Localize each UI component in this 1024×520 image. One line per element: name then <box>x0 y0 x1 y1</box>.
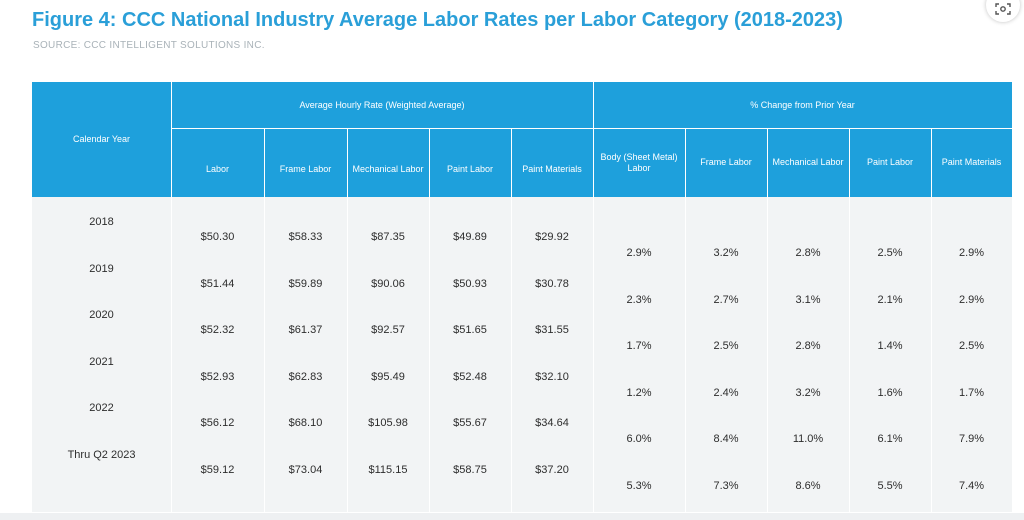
change-cell: 3.2% <box>713 247 739 259</box>
change-cell: 2.3% <box>626 293 652 306</box>
rate-cell: $51.65 <box>453 324 487 337</box>
rate-cell: $90.06 <box>371 277 405 290</box>
grid-line <box>849 128 850 512</box>
header-group-percent-change: % Change from Prior Year <box>593 82 1012 128</box>
rate-cell: $52.48 <box>453 370 487 383</box>
header-change-3: Paint Labor <box>849 128 931 197</box>
grid-line <box>171 128 1012 129</box>
rate-cell: $55.67 <box>453 417 487 430</box>
change-cell: 2.9% <box>626 247 652 259</box>
rate-cell: $92.57 <box>371 324 405 337</box>
year-label: 2019 <box>89 262 114 275</box>
change-cell: 8.4% <box>713 433 739 446</box>
rate-cell: $50.93 <box>453 277 487 290</box>
change-cell: 2.5% <box>877 247 903 259</box>
change-cell: 2.9% <box>958 293 985 306</box>
grid-line <box>685 128 686 512</box>
header-calendar-year: Calendar Year <box>32 82 171 197</box>
rate-cell: $31.55 <box>535 324 569 337</box>
rate-cell: $58.33 <box>288 231 323 243</box>
change-cell: 2.5% <box>713 340 739 353</box>
lens-scan-icon <box>995 3 1011 15</box>
rate-cell: $30.78 <box>535 277 569 290</box>
rate-cell: $58.75 <box>453 464 487 476</box>
year-label: 2021 <box>89 355 114 368</box>
rate-cell: $50.30 <box>200 231 235 243</box>
change-cell: 2.9% <box>958 247 985 259</box>
change-cell: 2.8% <box>795 340 821 353</box>
rate-cell: $95.49 <box>371 370 405 383</box>
change-cell: 3.2% <box>795 386 821 399</box>
page-title: Figure 4: CCC National Industry Average … <box>32 9 843 31</box>
change-cell: 5.5% <box>877 480 903 492</box>
rate-cell: $29.92 <box>535 231 569 243</box>
rate-cell: $34.64 <box>535 417 569 430</box>
grid-line <box>347 128 348 512</box>
rate-cell: $59.89 <box>288 277 323 290</box>
header-rate-2: Mechanical Labor <box>347 128 429 197</box>
change-cell: 7.3% <box>713 480 739 492</box>
year-label: Thru Q2 2023 <box>67 449 136 461</box>
change-cell: 1.7% <box>626 340 652 353</box>
header-group-average-rate: Average Hourly Rate (Weighted Average) <box>171 82 593 128</box>
grid-line <box>593 82 594 512</box>
change-cell: 1.6% <box>877 386 903 399</box>
header-rate-1: Frame Labor <box>264 128 347 197</box>
rate-cell: $73.04 <box>288 464 323 476</box>
grid-line <box>931 128 932 512</box>
rate-cell: $37.20 <box>535 464 569 476</box>
rate-cell: $59.12 <box>200 464 235 476</box>
change-cell: 2.8% <box>795 247 821 259</box>
header-change-4: Paint Materials <box>931 128 1012 197</box>
year-label: 2020 <box>89 309 114 322</box>
change-cell: 1.4% <box>877 340 903 353</box>
change-cell: 1.2% <box>626 386 652 399</box>
change-cell: 7.4% <box>958 480 985 492</box>
grid-line <box>171 82 172 512</box>
change-cell: 7.9% <box>958 433 985 446</box>
change-cell: 11.0% <box>792 433 824 446</box>
change-cell: 2.1% <box>877 293 903 306</box>
grid-line <box>767 128 768 512</box>
rate-cell: $87.35 <box>371 231 405 243</box>
bottom-strip <box>0 513 1024 520</box>
rate-cell: $62.83 <box>288 370 323 383</box>
year-label: 2022 <box>89 402 114 415</box>
grid-line <box>429 128 430 512</box>
change-cell: 6.0% <box>626 433 652 446</box>
rate-cell: $51.44 <box>200 277 235 290</box>
grid-line <box>511 128 512 512</box>
header-change-1: Frame Labor <box>685 128 767 197</box>
change-cell: 2.4% <box>713 386 739 399</box>
source-note: SOURCE: CCC INTELLIGENT SOLUTIONS INC. <box>33 40 265 51</box>
header-change-2: Mechanical Labor <box>767 128 849 197</box>
rate-cell: $68.10 <box>288 417 323 430</box>
change-cell: 5.3% <box>626 480 652 492</box>
rate-cell: $61.37 <box>288 324 323 337</box>
header-rate-4: Paint Materials <box>511 128 593 197</box>
grid-line <box>264 128 265 512</box>
rate-cell: $52.32 <box>200 324 235 337</box>
rate-cell: $56.12 <box>200 417 235 430</box>
header-rate-3: Paint Labor <box>429 128 511 197</box>
rate-cell: $32.10 <box>535 370 569 383</box>
rate-cell: $49.89 <box>453 231 487 243</box>
rate-cell: $105.98 <box>368 417 408 430</box>
header-rate-0: Labor <box>171 128 264 197</box>
change-cell: 2.5% <box>958 340 985 353</box>
labor-rates-table: Calendar Year Average Hourly Rate (Weight… <box>32 82 1012 512</box>
change-cell: 3.1% <box>795 293 821 306</box>
rate-cell: $52.93 <box>200 370 235 383</box>
change-cell: 1.7% <box>958 386 985 399</box>
change-cell: 2.7% <box>713 293 739 306</box>
rate-cell: $115.15 <box>368 464 408 476</box>
lens-scan-button[interactable] <box>986 0 1020 22</box>
year-label: 2018 <box>89 216 114 228</box>
change-cell: 8.6% <box>795 480 821 492</box>
header-change-0: Body (Sheet Metal) Labor <box>593 128 685 197</box>
change-cell: 6.1% <box>877 433 903 446</box>
